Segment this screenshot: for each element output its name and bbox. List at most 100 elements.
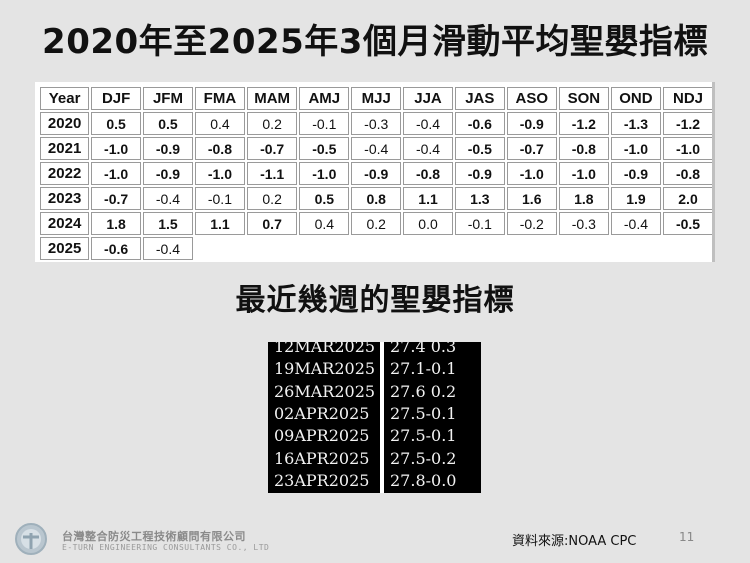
row-year: 2024 (40, 212, 90, 235)
table-row: 2020 0.5 0.5 0.4 0.2 -0.1 -0.3 -0.4 -0.6 -0.9 -1.2… (40, 112, 713, 135)
table-row: 2021 -1.0 -0.9 -0.8 -0.7 -0.5 -0.4 -0.4 -0.5 -0.7… (40, 137, 713, 160)
weekly-date: 23APR2025 (274, 470, 370, 490)
oni-value-cell: -0.4 (143, 237, 193, 260)
header-season-mam: MAM (246, 87, 298, 110)
header-season-jfm: JFM (143, 87, 193, 110)
company-name-cn: 台灣整合防災工程技術顧問有限公司 (62, 530, 246, 543)
oni-value-cell: 0.2 (246, 112, 298, 135)
header-season-mjj: MJJ (351, 87, 402, 110)
oni-value-cell: 1.9 (610, 187, 662, 210)
oni-value-cell: -1.0 (663, 137, 713, 160)
weekly-date: 16APR2025 (274, 448, 370, 468)
oni-value-cell: 0.5 (91, 112, 141, 135)
empty-cell (247, 237, 297, 260)
table-row: 2022 -1.0 -0.9 -1.0 -1.1 -1.0 -0.9 -0.8 -0.9 -1.0… (40, 162, 713, 185)
oni-value-cell: 1.6 (506, 187, 557, 210)
oni-value-cell: -0.4 (351, 137, 402, 160)
page-number: 11 (679, 530, 695, 544)
oni-table: Year DJF JFM FMA MAM AMJ MJJ JJA JAS ASO SON OND NDJ… (38, 85, 715, 262)
oni-value-cell: -0.7 (506, 137, 557, 160)
empty-cell (351, 237, 401, 260)
weekly-date: 12MAR2025 (274, 342, 376, 356)
oni-value-cell: 0.7 (246, 212, 298, 235)
header-season-son: SON (558, 87, 609, 110)
header-season-djf: DJF (91, 87, 141, 110)
weekly-value: 27.1-0.1 (390, 359, 457, 379)
oni-value-cell: -0.6 (91, 237, 141, 260)
row-year: 2025 (40, 237, 90, 260)
oni-value-cell: -0.3 (558, 212, 609, 235)
oni-value-cell: -0.4 (143, 187, 193, 210)
e-turn-logo-icon (15, 523, 47, 555)
row-year: 2022 (40, 162, 90, 185)
empty-cell (559, 237, 609, 260)
empty-cell (611, 237, 661, 260)
slide-title: 2020年至2025年3個月滑動平均聖嬰指標 (42, 22, 708, 62)
row-year: 2020 (40, 112, 90, 135)
oni-value-cell: -0.6 (454, 112, 505, 135)
row-year: 2021 (40, 137, 90, 160)
weekly-date: 09APR2025 (274, 426, 370, 446)
header-season-ond: OND (610, 87, 662, 110)
header-season-aso: ASO (506, 87, 557, 110)
weekly-dates-column: 12MAR2025 19MAR2025 26MAR2025 02APR2025 09AP… (268, 342, 380, 493)
oni-value-cell: 1.1 (194, 212, 245, 235)
company-name-en: E-TURN ENGINEERING CONSULTANTS CO., LTD (62, 543, 270, 552)
oni-value-cell: -1.0 (558, 162, 609, 185)
empty-cell (507, 237, 557, 260)
table-row: 2025 -0.6 -0.4 (40, 237, 713, 260)
oni-value-cell: -0.5 (299, 137, 350, 160)
oni-value-cell: 1.3 (454, 187, 505, 210)
oni-value-cell: -0.8 (403, 162, 453, 185)
header-season-amj: AMJ (299, 87, 350, 110)
oni-value-cell: 0.5 (143, 112, 193, 135)
oni-value-cell: 1.5 (143, 212, 193, 235)
oni-value-cell: 0.2 (246, 187, 298, 210)
oni-value-cell: -1.0 (194, 162, 245, 185)
oni-value-cell: -1.0 (299, 162, 350, 185)
oni-value-cell: -0.9 (610, 162, 662, 185)
header-season-jas: JAS (454, 87, 505, 110)
oni-value-cell: -0.1 (299, 112, 350, 135)
oni-table-header-row: Year DJF JFM FMA MAM AMJ MJJ JJA JAS ASO SON OND NDJ (40, 87, 713, 110)
oni-value-cell: -0.1 (194, 187, 245, 210)
section-subtitle: 最近幾週的聖嬰指標 (235, 283, 515, 318)
oni-value-cell: -0.9 (506, 112, 557, 135)
empty-cell (455, 237, 505, 260)
oni-value-cell: -1.0 (610, 137, 662, 160)
header-year: Year (40, 87, 90, 110)
row-year: 2023 (40, 187, 90, 210)
weekly-value: 27.5-0.1 (390, 403, 457, 423)
weekly-date: 26MAR2025 (274, 381, 376, 401)
table-row: 2023 -0.7 -0.4 -0.1 0.2 0.5 0.8 1.1 1.3 1.6 1.8 1.9… (40, 187, 713, 210)
empty-cell (299, 237, 349, 260)
oni-value-cell: -0.7 (91, 187, 141, 210)
oni-value-cell: -0.9 (143, 137, 193, 160)
oni-value-cell: -0.4 (403, 112, 453, 135)
oni-value-cell: -0.8 (558, 137, 609, 160)
oni-value-cell: -0.7 (246, 137, 298, 160)
weekly-date: 19MAR2025 (274, 359, 376, 379)
oni-value-cell: 0.8 (351, 187, 402, 210)
oni-value-cell: -1.0 (91, 162, 141, 185)
oni-value-cell: -0.3 (351, 112, 402, 135)
oni-value-cell: -1.3 (610, 112, 662, 135)
oni-value-cell: -1.0 (506, 162, 557, 185)
oni-value-cell: 0.2 (351, 212, 402, 235)
oni-value-cell: -1.1 (246, 162, 298, 185)
oni-value-cell: 1.8 (558, 187, 609, 210)
oni-value-cell: 1.1 (403, 187, 453, 210)
weekly-value: 27.8-0.0 (390, 470, 457, 490)
oni-value-cell: 0.0 (403, 212, 453, 235)
oni-value-cell: -1.2 (663, 112, 713, 135)
oni-value-cell: -0.1 (454, 212, 505, 235)
oni-value-cell: -0.2 (506, 212, 557, 235)
oni-table-panel: Year DJF JFM FMA MAM AMJ MJJ JJA JAS ASO SON OND NDJ… (35, 82, 715, 262)
oni-value-cell: 1.8 (91, 212, 141, 235)
empty-cell (403, 237, 453, 260)
oni-value-cell: -0.8 (663, 162, 713, 185)
weekly-date: 02APR2025 (274, 403, 370, 423)
weekly-value: 27.5-0.2 (390, 448, 457, 468)
oni-value-cell: -0.5 (454, 137, 505, 160)
oni-value-cell: -0.4 (610, 212, 662, 235)
